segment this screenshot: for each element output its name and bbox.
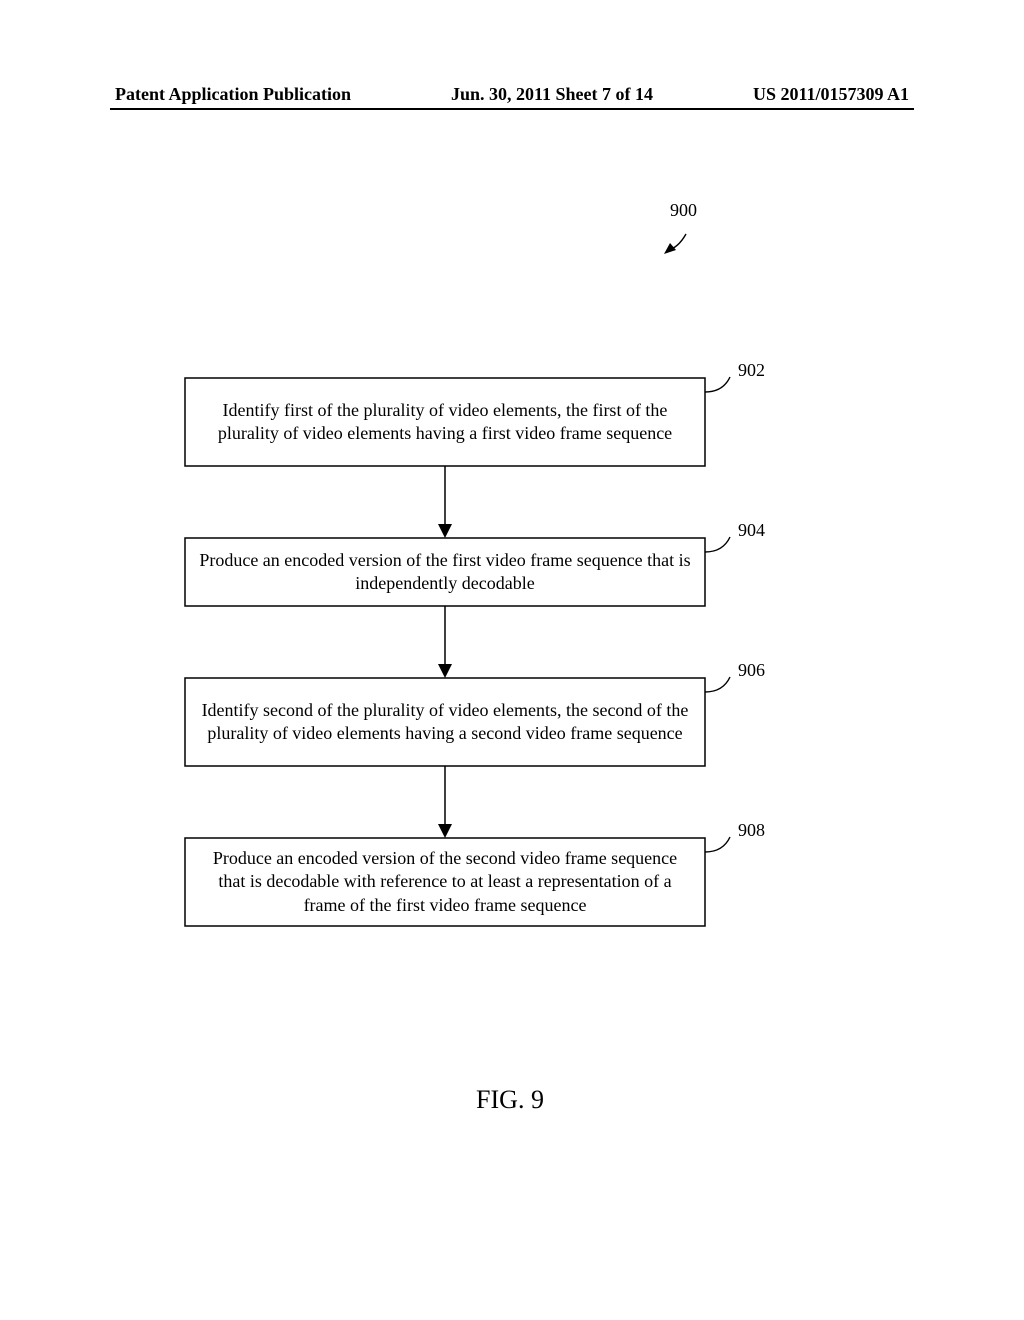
flowchart-svg	[0, 0, 1024, 1320]
leader-906	[705, 677, 730, 692]
flow-text-902: Identify first of the plurality of video…	[185, 378, 705, 466]
arrow-902-904	[438, 466, 452, 538]
leader-904	[705, 537, 730, 552]
ref-900-pointer	[664, 234, 686, 254]
flow-text-906: Identify second of the plurality of vide…	[185, 678, 705, 766]
leader-902	[705, 377, 730, 392]
ref-906: 906	[738, 660, 765, 681]
ref-900: 900	[670, 200, 697, 221]
figure-caption: FIG. 9	[430, 1085, 590, 1115]
flow-text-908: Produce an encoded version of the second…	[185, 838, 705, 926]
ref-902: 902	[738, 360, 765, 381]
arrow-904-906	[438, 606, 452, 678]
ref-904: 904	[738, 520, 765, 541]
page: Patent Application Publication Jun. 30, …	[0, 0, 1024, 1320]
flow-text-904: Produce an encoded version of the first …	[185, 538, 705, 606]
arrow-906-908	[438, 766, 452, 838]
ref-908: 908	[738, 820, 765, 841]
leader-908	[705, 837, 730, 852]
